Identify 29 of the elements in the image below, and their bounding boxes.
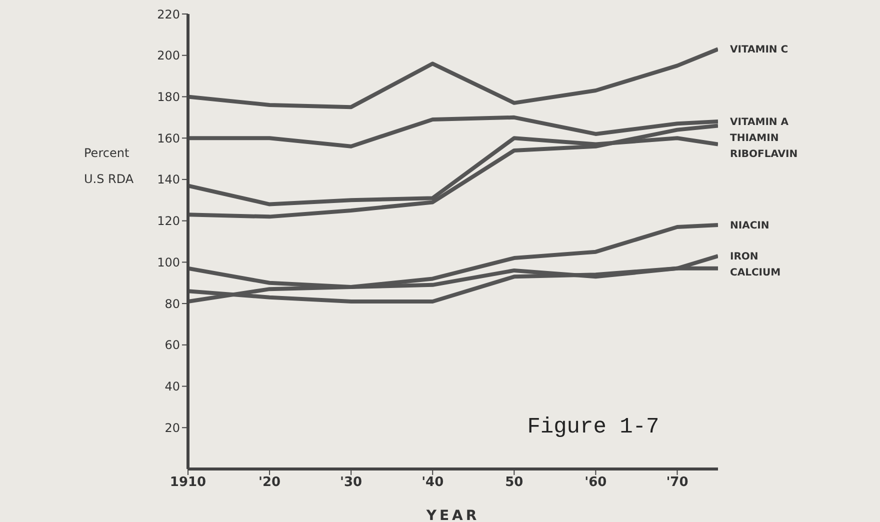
series-label: VITAMIN A — [730, 117, 789, 128]
y-tick-label: 20 — [164, 420, 180, 435]
y-tick-label: 220 — [157, 7, 180, 22]
x-tick-label: '30 — [340, 475, 362, 490]
x-tick-label: '40 — [422, 475, 444, 490]
y-tick-label: 100 — [157, 255, 180, 270]
series-label: VITAMIN C — [730, 44, 788, 56]
series-label: THIAMIN — [730, 133, 779, 144]
y-tick-label: 60 — [164, 338, 180, 352]
x-tick-label: '20 — [258, 475, 281, 490]
x-tick-label: '70 — [666, 475, 688, 490]
series-label: RIBOFLAVIN — [730, 149, 798, 160]
x-axis-title: YEAR — [425, 508, 480, 522]
y-axis-title: Percent U.S RDA — [84, 145, 134, 188]
x-tick-label: 50 — [505, 475, 524, 490]
y-tick-label: 120 — [157, 214, 180, 228]
series-label: CALCIUM — [730, 267, 781, 278]
line-series — [188, 47, 718, 110]
y-tick-label: 140 — [157, 172, 180, 187]
y-tick-label: 180 — [157, 90, 180, 104]
y-tick-label: 160 — [157, 131, 180, 146]
y-tick-label: 40 — [164, 380, 180, 394]
y-tick-label: 80 — [164, 296, 180, 311]
y-tick-label: 200 — [157, 48, 180, 63]
series-label: IRON — [730, 251, 758, 262]
x-tick-label: '60 — [584, 475, 607, 490]
series-label: NIACIN — [730, 220, 770, 232]
annotation: Figure 1-7 — [527, 414, 660, 440]
x-tick-label: 1910 — [170, 475, 206, 490]
